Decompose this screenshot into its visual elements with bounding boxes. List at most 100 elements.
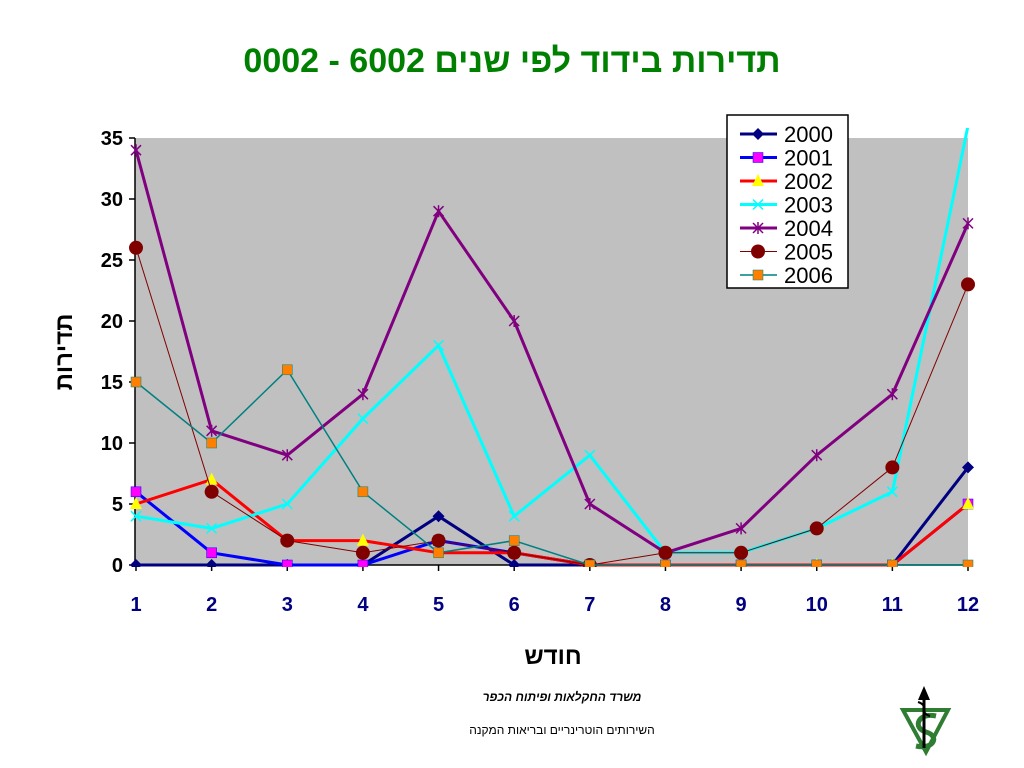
data-point: [735, 522, 747, 535]
data-point: [735, 559, 747, 567]
legend-item: 2004: [740, 216, 833, 241]
data-point: [752, 222, 764, 234]
x-axis-label: חודש: [524, 643, 581, 670]
legend-item: 2001: [740, 146, 833, 171]
data-point: [508, 535, 520, 546]
data-point: [130, 497, 142, 509]
data-point: [752, 198, 764, 211]
data-point: [357, 559, 369, 567]
data-point: [584, 559, 596, 567]
series-2006: [130, 364, 974, 567]
legend-item: 2005: [740, 240, 833, 265]
data-point: [355, 545, 370, 560]
y-tick-label: 20: [101, 311, 123, 333]
legend-item: 2003: [740, 193, 833, 218]
legend-label: 2003: [784, 193, 833, 218]
y-tick-label: 5: [112, 494, 123, 516]
data-point: [130, 510, 142, 522]
data-point: [508, 510, 520, 522]
y-tick-label: 25: [101, 250, 123, 272]
data-point: [129, 240, 143, 255]
x-tick-label: 11: [882, 594, 903, 616]
data-point: [431, 533, 446, 548]
data-point: [887, 559, 898, 567]
y-tick-label: 10: [101, 433, 123, 455]
data-point: [752, 128, 764, 140]
data-point: [281, 449, 293, 462]
x-tick-label: 12: [957, 594, 979, 616]
data-point: [206, 547, 217, 559]
data-point: [206, 424, 218, 437]
data-point: [433, 339, 445, 351]
data-point: [811, 449, 823, 462]
data-point: [734, 545, 749, 560]
y-axis-label: תדירות: [51, 314, 78, 391]
legend-label: 2001: [784, 146, 833, 171]
legend-item: 2000: [740, 122, 833, 147]
data-point: [508, 315, 520, 327]
data-point: [961, 277, 975, 292]
data-point: [507, 545, 522, 560]
data-point: [280, 533, 295, 548]
x-tick-label: 7: [584, 594, 595, 616]
data-point: [282, 559, 293, 567]
data-point: [204, 484, 219, 499]
data-point: [886, 388, 898, 401]
data-point: [281, 498, 293, 510]
series-line: [135, 247, 969, 566]
x-tick-label: 9: [736, 594, 747, 616]
data-point: [885, 460, 900, 475]
data-point: [357, 388, 369, 401]
data-point: [432, 510, 445, 523]
data-point: [356, 533, 369, 546]
x-tick-label: 10: [806, 594, 828, 616]
x-tick-label: 3: [282, 594, 293, 616]
data-point: [357, 486, 369, 498]
series-layer: [129, 128, 975, 567]
x-tick-label: 2: [206, 594, 217, 616]
chart-title: תדירות בידוד לפי שנים 6002 - 0002: [243, 42, 780, 80]
legend-box: [726, 114, 849, 289]
legend-item: 2002: [740, 169, 833, 194]
y-tick-label: 15: [101, 372, 123, 394]
x-tick-label: 6: [509, 594, 520, 616]
data-point: [752, 269, 764, 281]
x-tick-label: 4: [357, 594, 369, 616]
data-point: [962, 461, 974, 474]
data-point: [130, 486, 142, 498]
x-tick-label: 8: [660, 594, 671, 616]
data-point: [584, 498, 596, 510]
data-point: [206, 437, 217, 449]
data-point: [206, 522, 218, 534]
data-point: [962, 217, 974, 230]
data-point: [751, 244, 765, 259]
x-tick-label: 5: [433, 594, 444, 616]
legend-label: 2005: [784, 240, 833, 265]
data-point: [508, 559, 521, 567]
data-point: [433, 547, 444, 559]
series-line: [134, 149, 970, 555]
x-tick-label: 1: [130, 594, 141, 616]
data-point: [886, 486, 898, 498]
y-tick-label: 0: [112, 555, 123, 577]
legend-label: 2002: [784, 169, 833, 194]
data-point: [130, 559, 142, 567]
data-point: [658, 545, 673, 560]
data-point: [205, 559, 218, 567]
y-tick-label: 35: [101, 128, 123, 150]
data-point: [130, 376, 142, 388]
y-tick-label: 30: [101, 189, 123, 211]
series-line: [135, 368, 968, 566]
data-point: [282, 364, 293, 376]
data-point: [962, 559, 974, 567]
veterinary-services-logo-icon: [899, 686, 952, 757]
data-point: [811, 559, 822, 567]
data-point: [130, 144, 142, 157]
data-point: [357, 413, 369, 425]
data-point: [660, 559, 671, 567]
data-point: [962, 497, 974, 509]
legend-label: 2000: [784, 122, 833, 147]
legend-label: 2006: [784, 263, 833, 288]
